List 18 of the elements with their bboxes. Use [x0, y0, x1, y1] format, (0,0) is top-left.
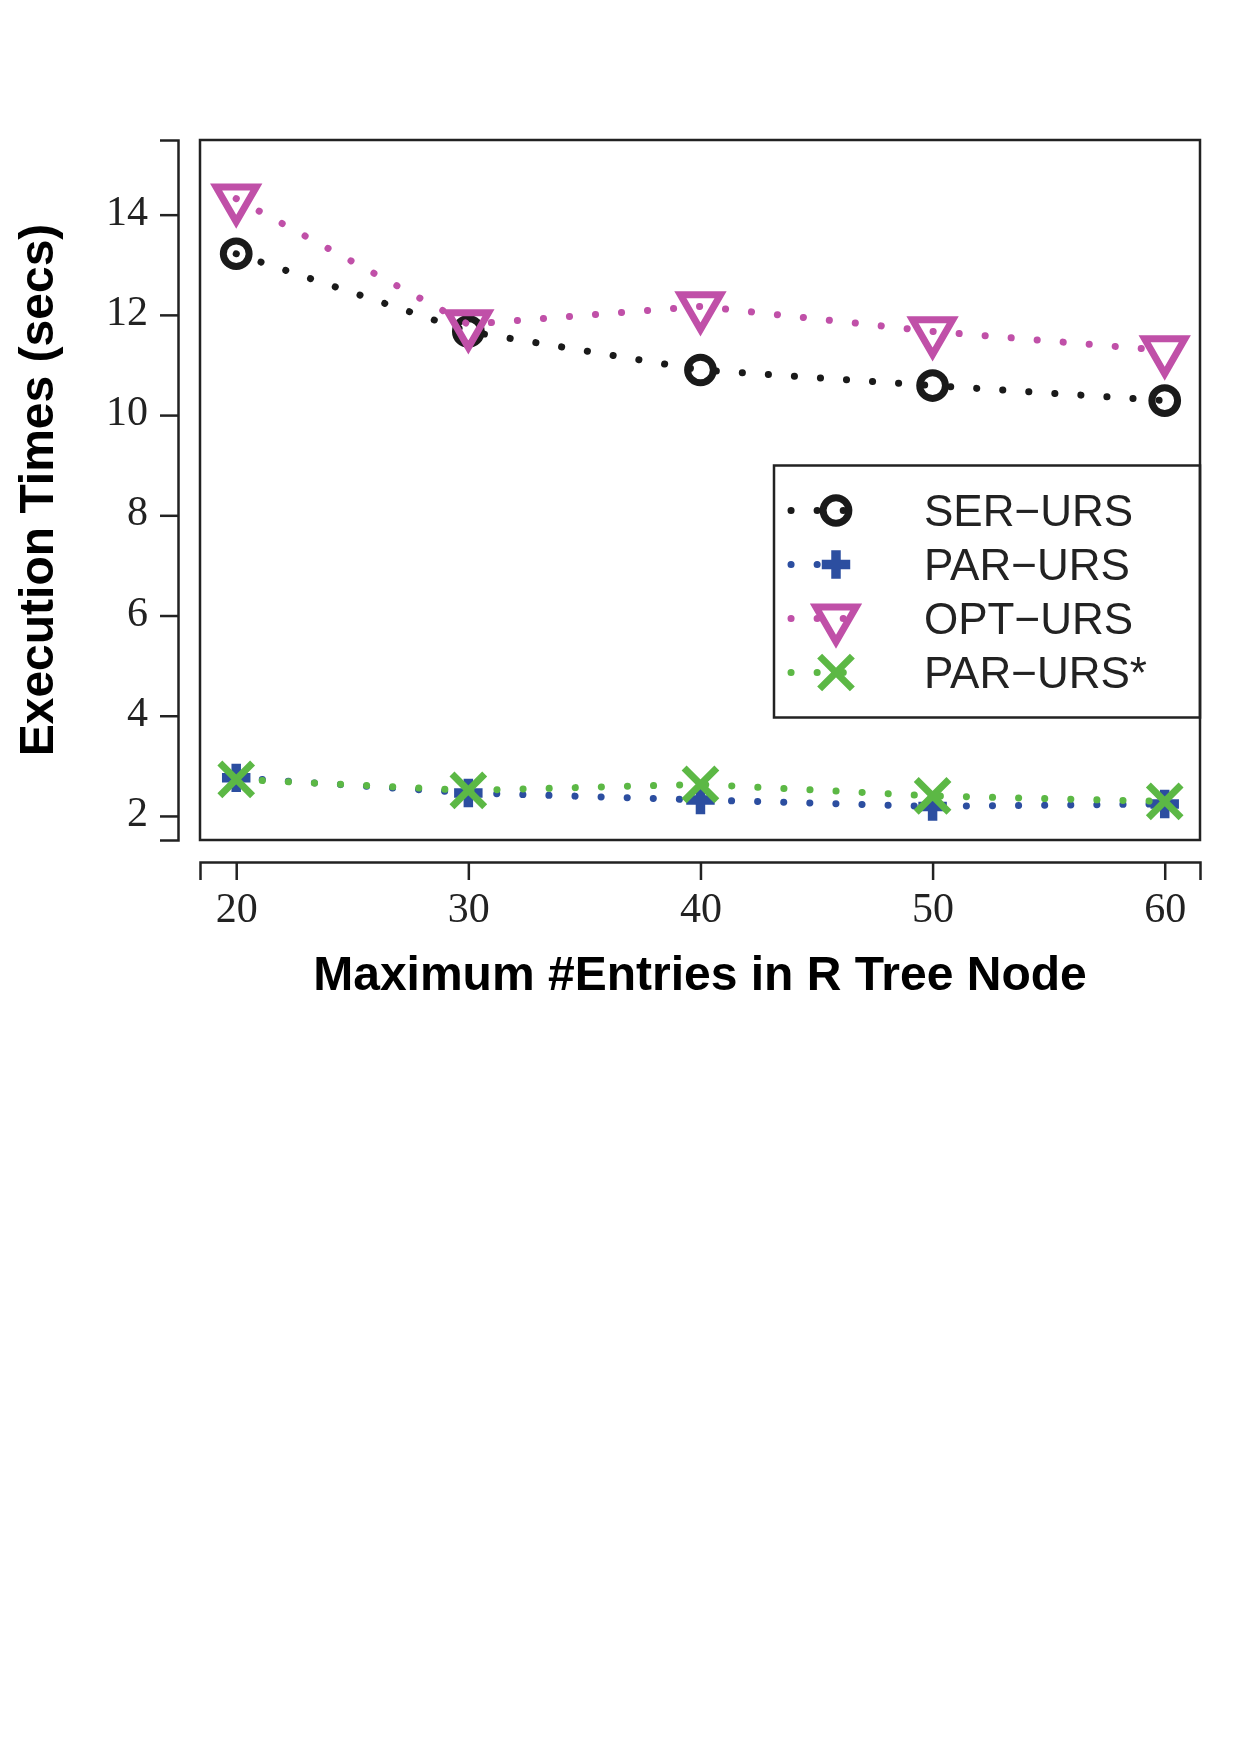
legend-label: OPT−URS [924, 594, 1134, 644]
x-axis-title: Maximum #Entries in R Tree Node [313, 947, 1087, 1000]
legend-label: PAR−URS [924, 540, 1130, 590]
y-tick-label: 6 [127, 588, 148, 635]
y-tick-label: 2 [127, 789, 148, 836]
y-tick-label: 14 [106, 187, 148, 234]
y-tick-label: 8 [127, 488, 148, 535]
legend-label: SER−URS [924, 486, 1134, 536]
y-tick-label: 12 [106, 288, 148, 335]
legend-label: PAR−URS* [924, 648, 1147, 698]
x-tick-label: 40 [679, 884, 722, 931]
y-tick-label: 4 [127, 688, 148, 735]
x-tick-label: 20 [215, 884, 258, 931]
x-tick-label: 30 [447, 884, 490, 931]
y-axis-title: Execution Times (secs) [9, 223, 63, 757]
x-tick-label: 60 [1144, 884, 1187, 931]
x-tick-label: 50 [912, 884, 955, 931]
y-tick-label: 10 [106, 388, 148, 435]
